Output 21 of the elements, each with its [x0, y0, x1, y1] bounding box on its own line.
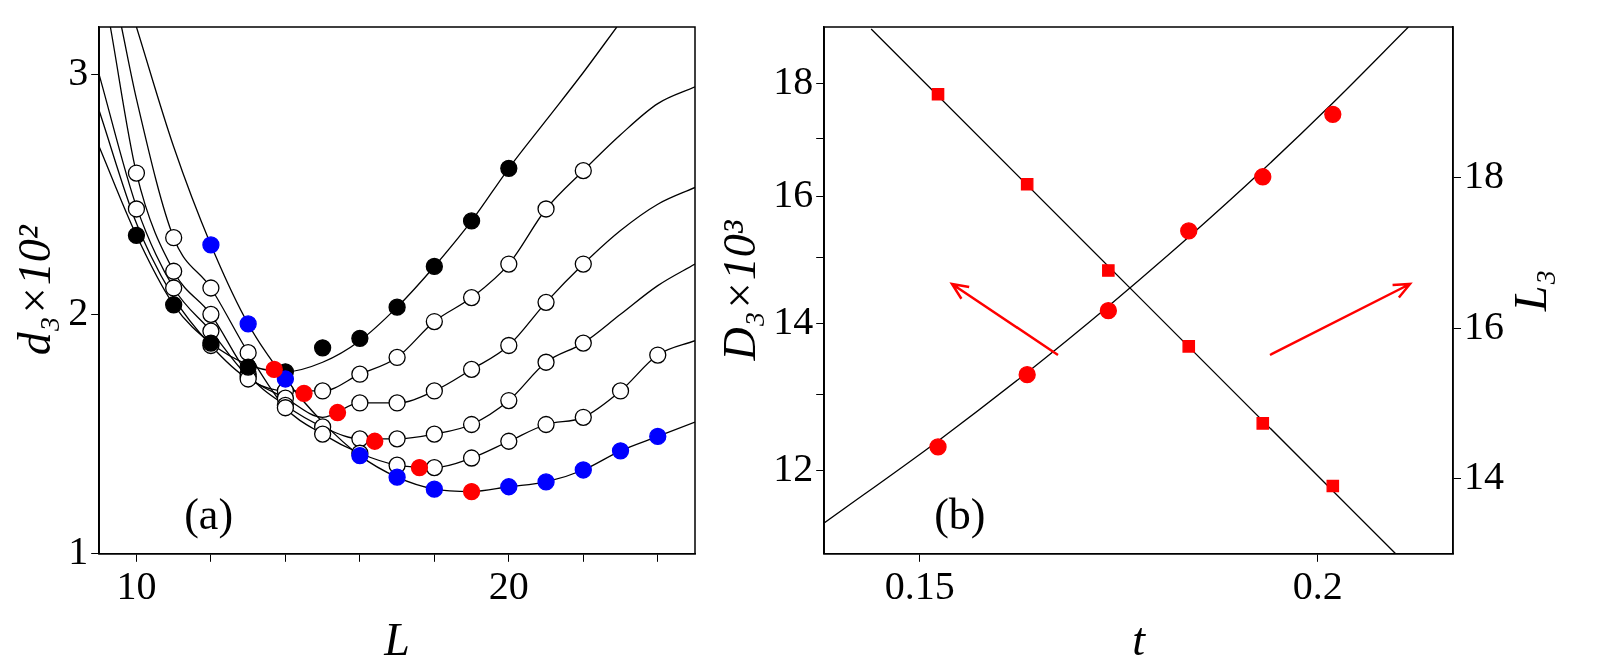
y-tick-label: 12: [773, 445, 814, 491]
x-tick-label: 0.2: [1292, 563, 1343, 609]
annotation: (a): [184, 490, 234, 540]
y2-axis-title: L₃: [1505, 269, 1557, 313]
x-tick-label: 10: [116, 563, 157, 609]
x-axis-title: t: [1132, 614, 1147, 666]
x-tick-label: 0.15: [884, 563, 955, 609]
y-tick-label: 2: [68, 288, 89, 334]
y2-tick-label: 16: [1464, 302, 1504, 348]
y-axis-title: d₃×10²: [8, 224, 60, 356]
y-tick-label: 1: [68, 528, 89, 574]
y-tick-label: 14: [773, 298, 814, 344]
x-tick-label: 20: [488, 563, 529, 609]
y-tick-label: 3: [68, 49, 89, 95]
annotation: (b): [934, 490, 986, 540]
y2-tick-label: 18: [1464, 152, 1504, 198]
y-tick-label: 16: [773, 170, 814, 216]
x-axis-title: L: [383, 614, 410, 666]
y2-tick-label: 14: [1464, 453, 1504, 499]
y-tick-label: 18: [773, 58, 814, 104]
y-axis-title: D₃×10³: [713, 219, 765, 362]
